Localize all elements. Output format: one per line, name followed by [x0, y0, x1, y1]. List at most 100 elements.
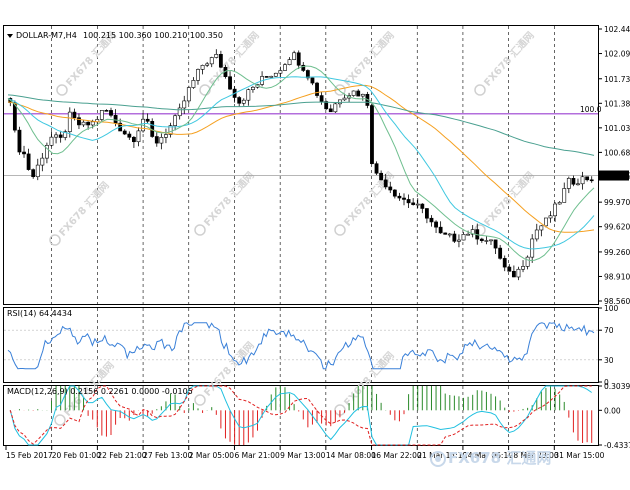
watermark: FX678 汇通网 [334, 349, 397, 416]
candle-body [576, 183, 580, 186]
candle-body [35, 164, 40, 178]
candle-body [54, 134, 58, 138]
main-panel: 100.0 100.350 [4, 49, 630, 281]
fx678-logo-icon [430, 451, 446, 467]
candle-body [434, 221, 438, 228]
watermark: FX678 汇通网 [474, 29, 537, 96]
candle-body [264, 76, 269, 78]
macd-panel: 0.3039 0.00 -0.4337 [9, 382, 630, 450]
candle-body [196, 69, 200, 81]
watermark: FX678 汇通网 [334, 169, 397, 236]
candle-body [566, 178, 571, 189]
candle-body [315, 82, 319, 96]
candle-body [292, 52, 297, 60]
candle-body [251, 86, 255, 90]
candle-body [237, 97, 242, 104]
rsi-tick-label: 30 [604, 356, 614, 365]
watermark-logo [334, 224, 346, 236]
candle-body [77, 117, 81, 126]
candle-body [246, 89, 251, 101]
watermark: FX678 汇通网 [49, 179, 112, 246]
candle-body [328, 108, 333, 113]
candle-body [420, 203, 425, 209]
watermark: FX678 汇通网 [474, 169, 537, 236]
candle-body [122, 130, 127, 135]
rsi-tick-label: 70 [604, 326, 614, 335]
candle-body [466, 233, 471, 236]
candle-body [360, 93, 365, 97]
ma-cyan [7, 76, 595, 250]
macd-tick-label: 0.3039 [604, 382, 630, 391]
candle-body [131, 136, 136, 143]
candle-body [99, 110, 104, 120]
candle-body [530, 238, 535, 258]
candle-body [31, 169, 36, 178]
candle-body [580, 176, 585, 185]
candle-body [127, 133, 132, 138]
candle-body [489, 239, 493, 242]
candle-body [374, 163, 379, 174]
x-tick-label: 9 Mar 13:00 [280, 451, 326, 460]
candle-body [402, 197, 406, 200]
y-tick-label: 101.730 [604, 75, 630, 84]
candle-body [81, 121, 86, 126]
candle-body [571, 178, 576, 185]
watermark-text: FX678 汇通网 [201, 169, 257, 229]
footer-watermark: FX678 汇通网 [448, 449, 551, 467]
macd-tick-label: 0.00 [604, 406, 621, 415]
candle-body [539, 225, 544, 231]
candle-body [562, 188, 567, 203]
candle-body [214, 54, 219, 58]
rsi-tick-label: 100 [604, 304, 619, 313]
watermark-logo [194, 394, 206, 406]
candle-body [154, 136, 159, 144]
candle-body [388, 186, 393, 191]
candle-body [58, 134, 63, 138]
x-tick-label: 27 Feb 13:00 [143, 451, 192, 460]
candle-body [205, 63, 210, 66]
candle-body [324, 101, 329, 110]
candle-body [392, 189, 397, 197]
candle-body [521, 266, 525, 270]
watermark-logo [334, 404, 346, 416]
y-tick-label: 100.680 [604, 148, 630, 157]
candle-body [507, 266, 512, 272]
candle-body [191, 80, 196, 88]
ohlc-label: 100.215 100.360 100.210 100.350 [83, 31, 223, 40]
candle-body [461, 234, 466, 241]
candle-body [182, 100, 187, 109]
candle-body [200, 64, 205, 70]
candle-body [113, 115, 118, 124]
candle-body [383, 179, 388, 188]
vertical-grid [51, 26, 555, 445]
candle-body [12, 102, 17, 131]
macd-label: MACD(12,26,9) 0.2156 0.2261 0.0000 -0.01… [7, 387, 193, 396]
candle-body [86, 121, 91, 126]
candle-body [557, 202, 562, 205]
candle-body [484, 240, 489, 242]
watermark-logo [56, 84, 68, 96]
candle-body [548, 215, 553, 219]
candle-body [218, 54, 223, 68]
candle-body [502, 258, 507, 268]
y-tick-label: 102.440 [604, 25, 630, 34]
candle-body [370, 105, 374, 164]
watermark-logo [49, 234, 61, 246]
watermark-logo [54, 414, 66, 426]
y-tick-label: 101.380 [604, 99, 630, 108]
main-y-axis: 102.440 102.090 101.730 101.380 101.030 100.6… [598, 25, 630, 306]
candle-body [63, 131, 68, 138]
candle-body [447, 233, 452, 236]
y-tick-label: 102.090 [604, 50, 630, 59]
x-tick-label: 16 Mar 22:00 [372, 451, 422, 460]
watermark-text: FX678 汇通网 [201, 339, 257, 399]
y-tick-label: 99.620 [604, 223, 630, 232]
candle-body [67, 111, 72, 132]
candle-body [90, 121, 95, 126]
candle-body [45, 145, 49, 159]
x-tick-label: 24 Mar 06:10 [463, 451, 513, 460]
candle-body [429, 217, 434, 223]
candle-body [228, 76, 232, 90]
triangle-down-icon[interactable] [7, 34, 13, 38]
